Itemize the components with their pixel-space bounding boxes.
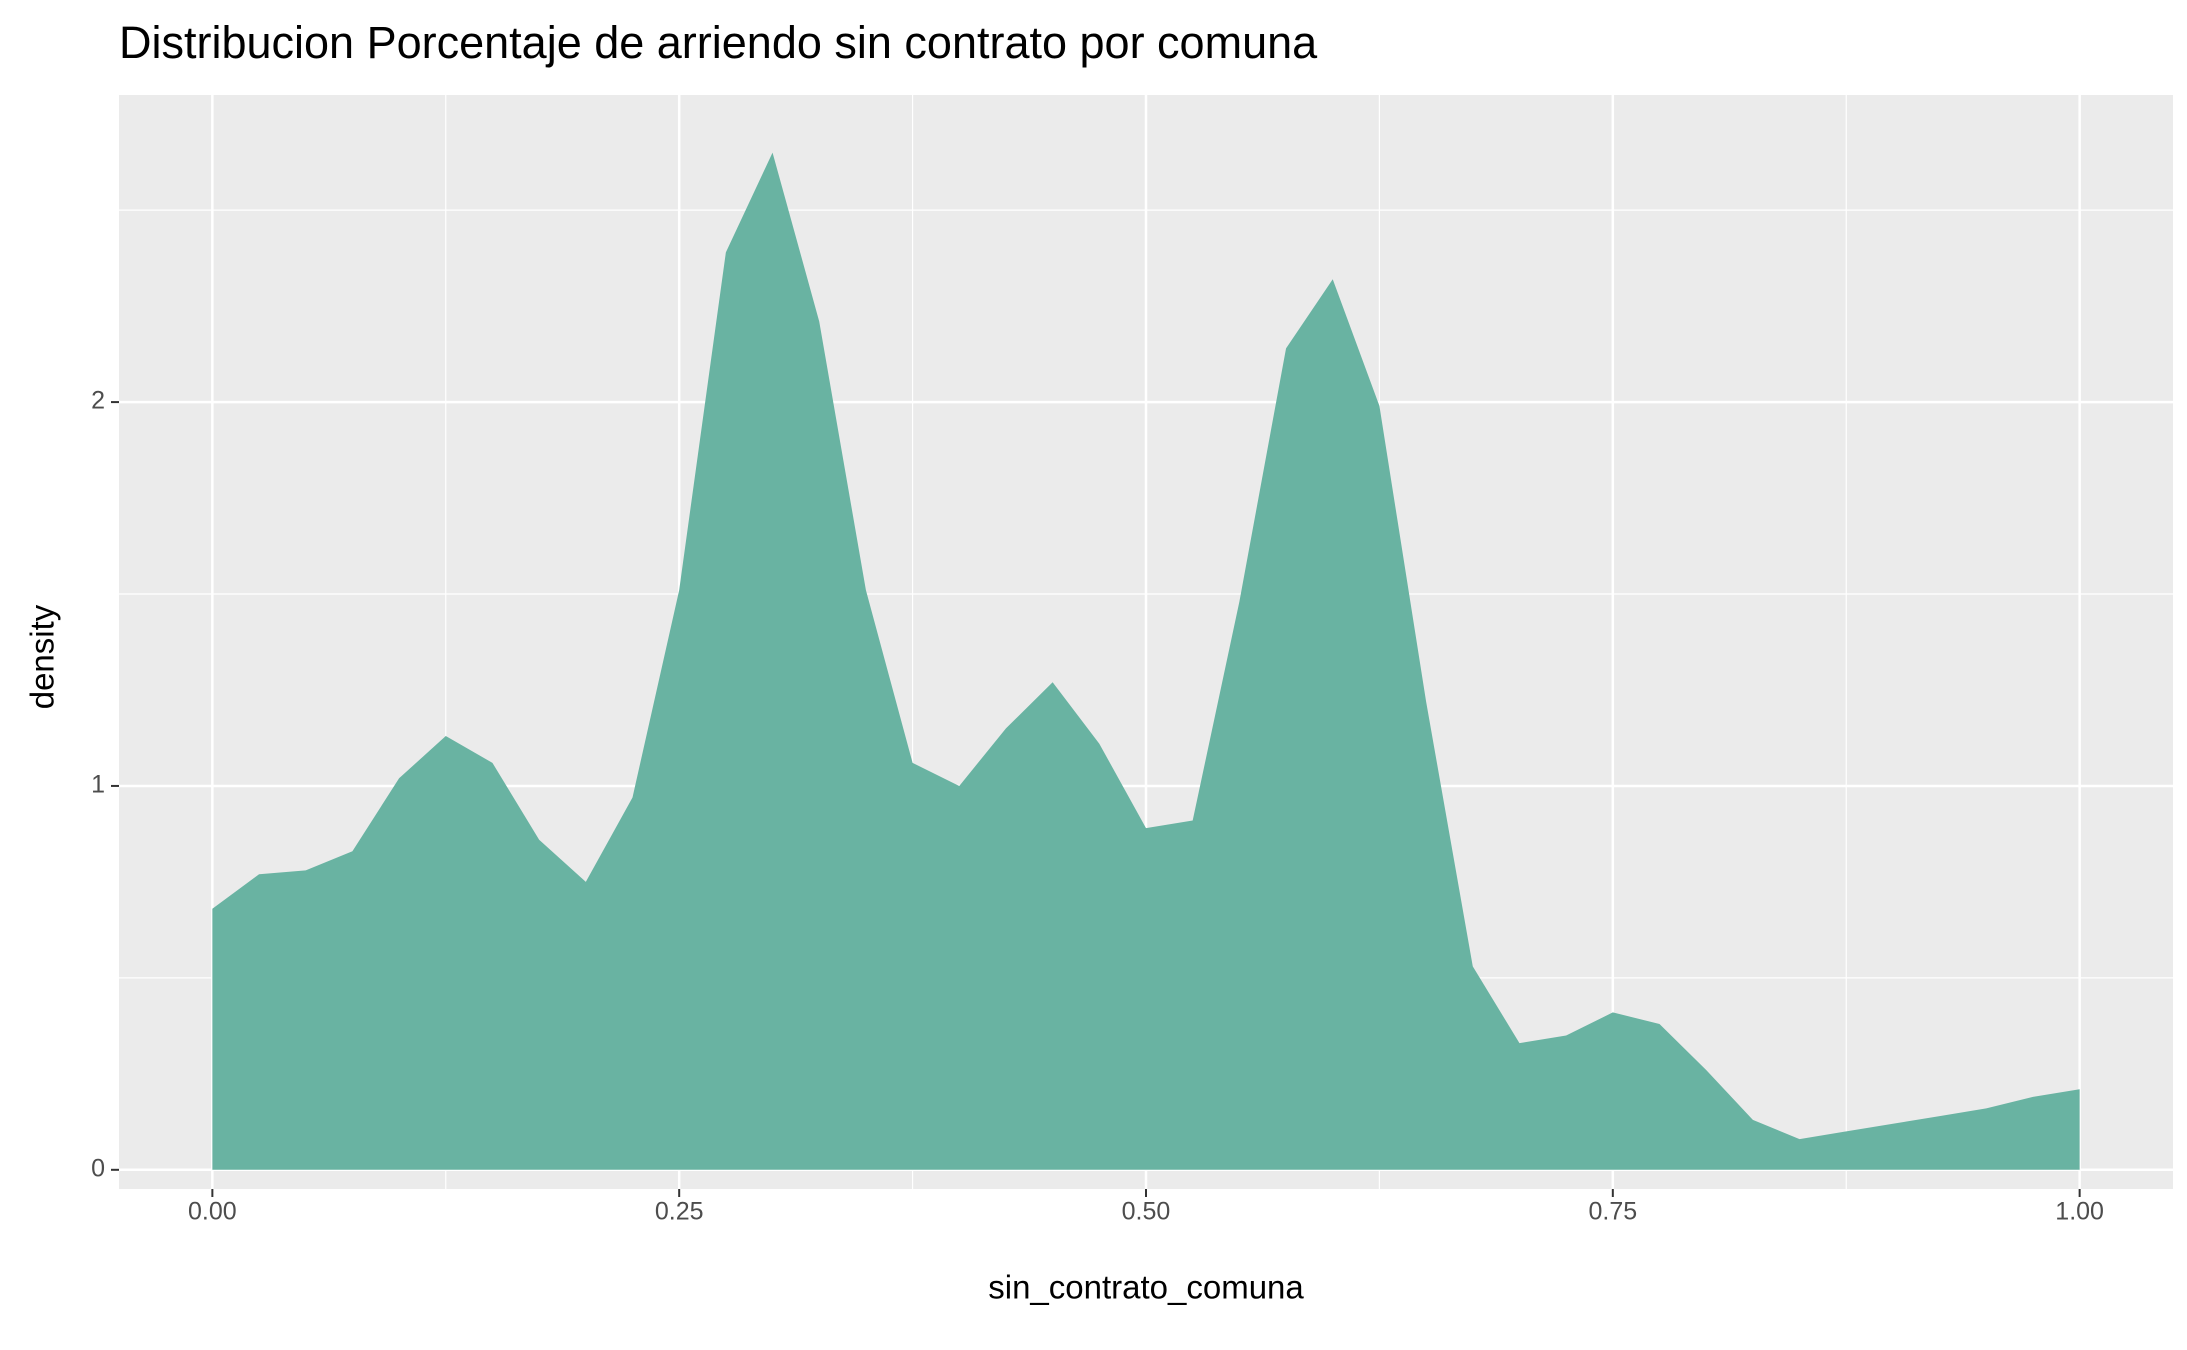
- x-axis-title: sin_contrato_comuna: [988, 1269, 1304, 1306]
- y-tick-label: 2: [91, 387, 105, 415]
- chart-title: Distribucion Porcentaje de arriendo sin …: [119, 17, 1318, 68]
- y-axis-title: density: [24, 604, 61, 709]
- y-tick-label: 0: [91, 1154, 105, 1182]
- x-tick-label: 1.00: [2055, 1198, 2104, 1226]
- x-tick-label: 0.25: [655, 1198, 704, 1226]
- x-tick-label: 0.75: [1588, 1198, 1637, 1226]
- y-tick-label: 1: [91, 771, 105, 799]
- density-area: [212, 152, 2080, 1170]
- x-tick-label: 0.00: [188, 1198, 237, 1226]
- x-tick-label: 0.50: [1122, 1198, 1171, 1226]
